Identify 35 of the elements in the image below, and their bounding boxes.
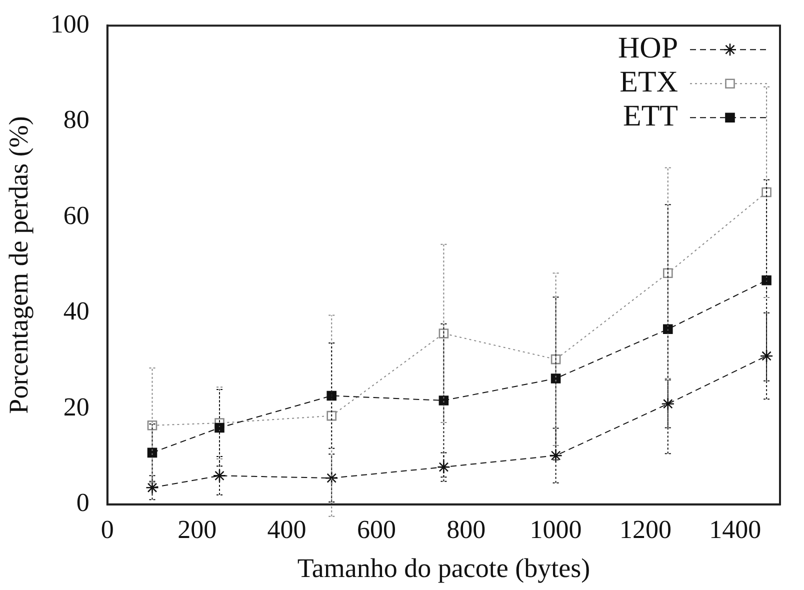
x-tick-label: 600 (356, 514, 396, 544)
y-tick-label: 20 (63, 392, 90, 422)
y-tick-label: 0 (76, 488, 90, 518)
x-tick-label: 1200 (619, 514, 672, 544)
legend-label: ETX (620, 65, 678, 98)
y-tick-label: 100 (50, 9, 90, 38)
x-tick-label: 0 (100, 514, 114, 544)
x-tick-label: 1400 (709, 514, 762, 544)
y-tick-label: 80 (63, 105, 90, 134)
point (661, 397, 675, 410)
point (760, 349, 774, 363)
y-axis-title: Porcentagem de perdas (%) (3, 116, 34, 414)
x-tick-label: 400 (267, 514, 306, 544)
point (214, 422, 224, 433)
point (549, 448, 562, 462)
x-tick-label: 200 (178, 514, 217, 544)
point (326, 410, 336, 421)
point (326, 390, 336, 401)
x-tick-label: 800 (446, 514, 486, 544)
x-axis-title: Tamanho do pacote (bytes) (297, 552, 590, 583)
point (437, 460, 450, 474)
legend-label: ETT (623, 99, 678, 132)
point (438, 396, 449, 406)
point (663, 324, 673, 334)
point (212, 469, 226, 482)
y-tick-label: 40 (63, 296, 90, 326)
point (146, 480, 159, 494)
point (550, 374, 561, 384)
point (762, 275, 772, 286)
y-tick-label: 60 (63, 200, 90, 230)
point (324, 471, 338, 485)
legend-label: HOP (618, 31, 678, 64)
x-tick-label: 1000 (530, 514, 582, 544)
point (762, 187, 772, 198)
point (663, 268, 673, 278)
